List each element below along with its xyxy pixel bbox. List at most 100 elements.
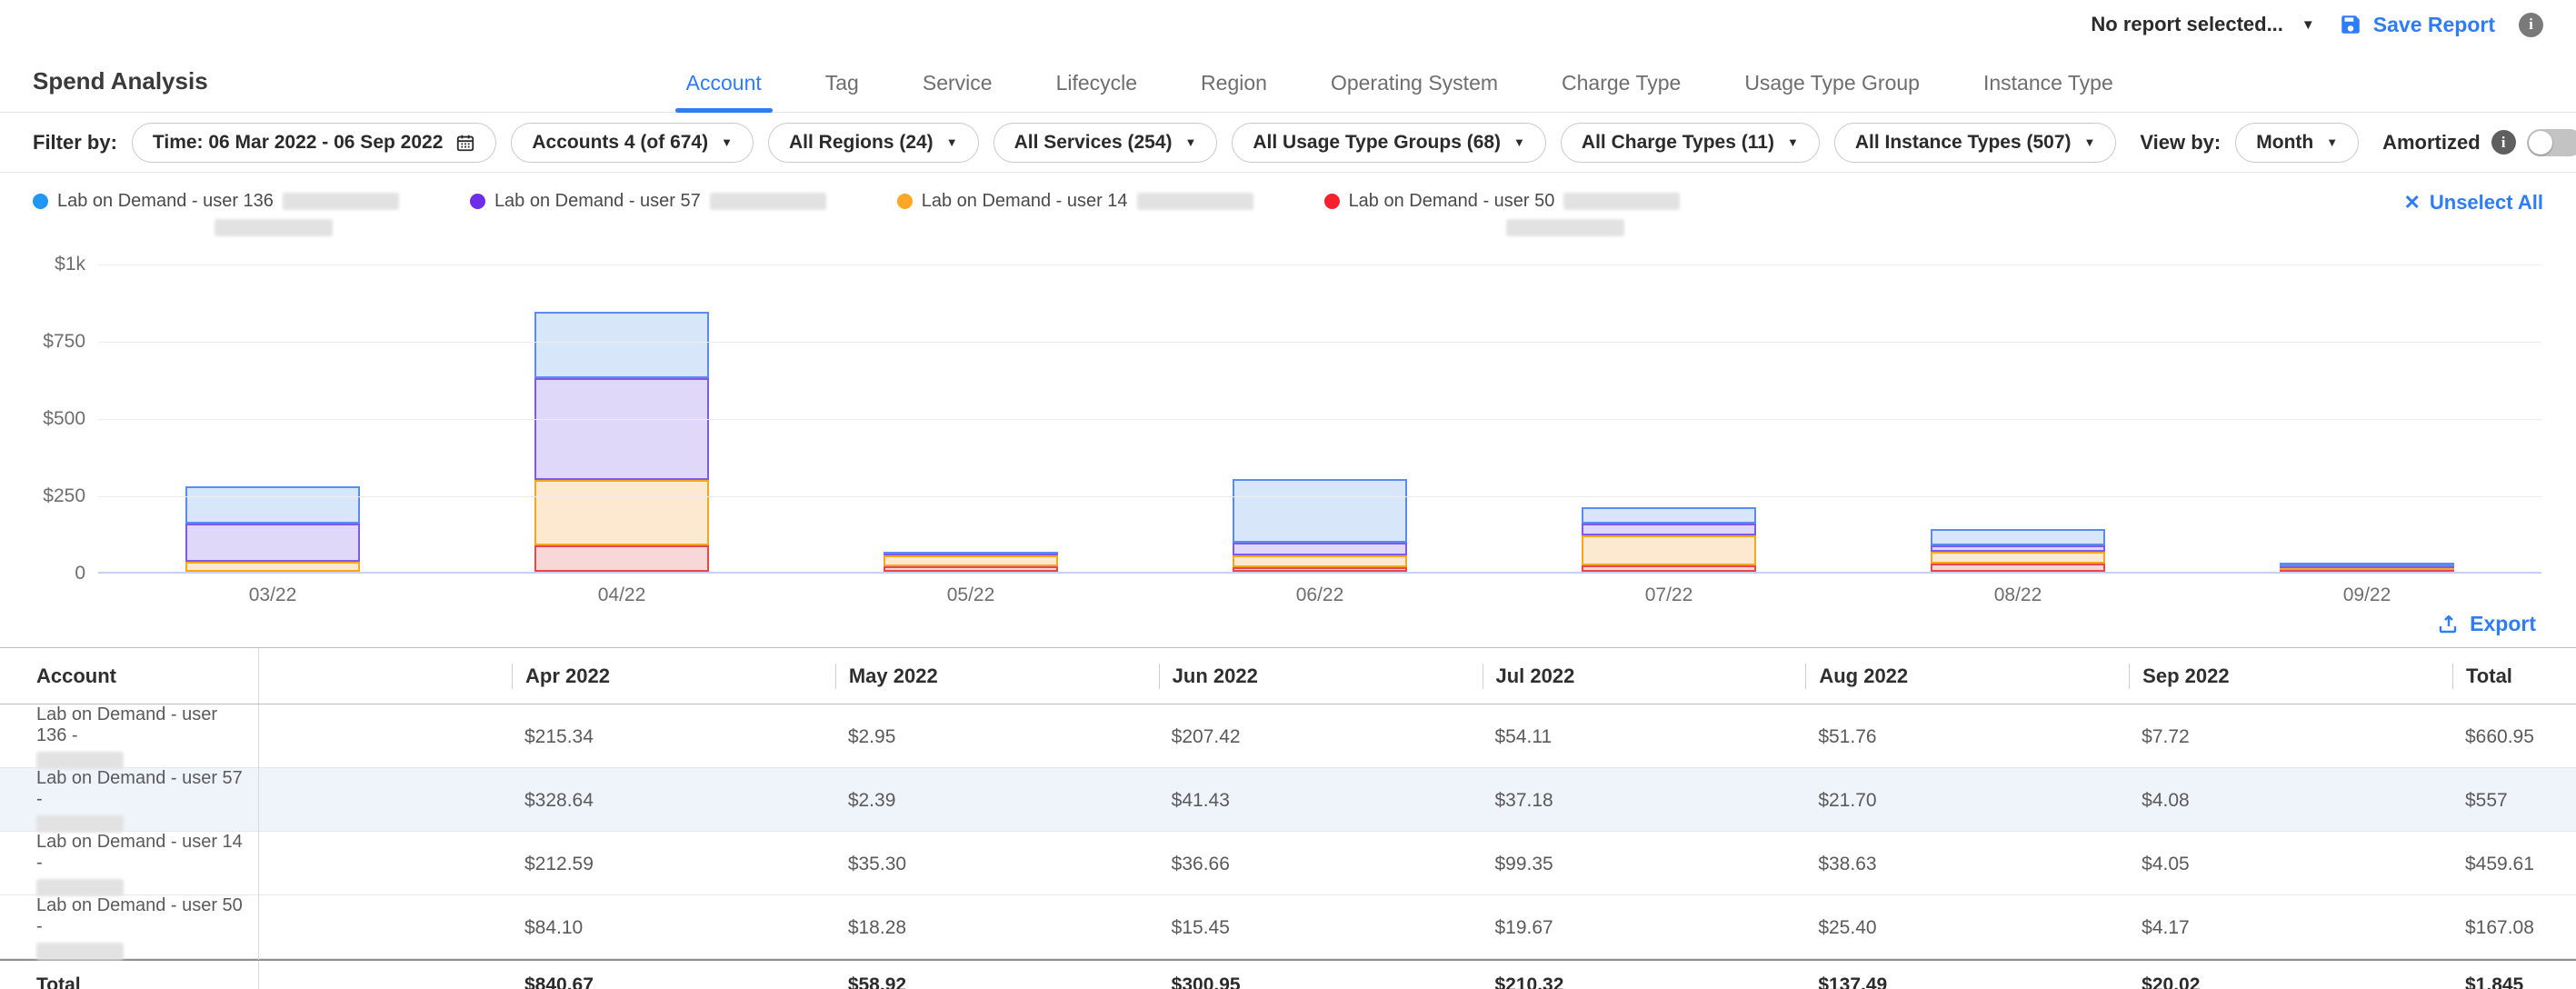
bar-segment-lab-on-demand-user-50[interactable] <box>1233 567 1407 572</box>
amortized-toggle[interactable] <box>2527 129 2576 156</box>
tab-operating-system[interactable]: Operating System <box>1325 71 1503 112</box>
filter-pill-accounts-4[interactable]: Accounts 4 (of 674)▼ <box>511 123 754 163</box>
redacted-text <box>283 193 399 210</box>
export-label: Export <box>2470 612 2536 636</box>
value-cell: $459.61 <box>2438 854 2576 875</box>
account-cell: Lab on Demand - user 57 - <box>0 768 259 833</box>
column-header-label: Apr 2022 <box>525 664 610 688</box>
account-name: Lab on Demand - user 136 - <box>36 704 244 746</box>
bar-segment-lab-on-demand-user-14[interactable] <box>1931 552 2105 564</box>
total-value-cell: $210.32 <box>1468 974 1792 989</box>
value-cell: $19.67 <box>1468 917 1792 939</box>
bar-segment-lab-on-demand-user-57[interactable] <box>1582 524 1756 535</box>
y-tick-label: $750 <box>43 331 85 353</box>
bar-segment-lab-on-demand-user-136[interactable] <box>534 312 709 378</box>
tab-tag[interactable]: Tag <box>820 71 864 112</box>
value-cell: $54.11 <box>1468 726 1792 748</box>
bar-segment-lab-on-demand-user-50[interactable] <box>534 545 709 572</box>
bar-segment-lab-on-demand-user-50[interactable] <box>884 566 1058 572</box>
bar-segment-lab-on-demand-user-50[interactable] <box>1582 565 1756 572</box>
tab-lifecycle[interactable]: Lifecycle <box>1051 71 1143 112</box>
redacted-text <box>36 815 124 833</box>
unselect-all-button[interactable]: ✕ Unselect All <box>2403 191 2543 215</box>
bar-segment-lab-on-demand-user-136[interactable] <box>1582 507 1756 524</box>
value-cell: $4.08 <box>2114 790 2438 812</box>
tab-charge-type[interactable]: Charge Type <box>1556 71 1686 112</box>
table-row[interactable]: Lab on Demand - user 14 -$212.59$35.30$3… <box>0 832 2576 895</box>
column-header-label: Aug 2022 <box>1819 664 1908 688</box>
column-divider <box>1805 664 1806 689</box>
filter-pill-time[interactable]: Time: 06 Mar 2022 - 06 Sep 2022 <box>132 123 496 163</box>
bar-segment-lab-on-demand-user-57[interactable] <box>1931 545 2105 552</box>
legend-item-lab-on-demand-user-50[interactable]: Lab on Demand - user 50 <box>1324 191 1681 241</box>
filter-pill-label: All Regions (24) <box>789 132 934 154</box>
column-header-sep-2022[interactable]: Sep 2022 <box>2114 648 2438 704</box>
bar-segment-lab-on-demand-user-14[interactable] <box>534 480 709 545</box>
view-by-select[interactable]: Month ▼ <box>2235 123 2359 163</box>
filter-pill-all-services[interactable]: All Services (254)▼ <box>993 123 1218 163</box>
table-row[interactable]: Lab on Demand - user 57 -$328.64$2.39$41… <box>0 768 2576 832</box>
column-header-may-2022[interactable]: May 2022 <box>821 648 1144 704</box>
stacked-bar-09-22[interactable] <box>2280 563 2454 572</box>
value-cell: $25.40 <box>1791 917 2114 939</box>
legend-item-line1: Lab on Demand - user 14 <box>897 191 1253 212</box>
filter-pill-all-usage-type-groups[interactable]: All Usage Type Groups (68)▼ <box>1232 123 1546 163</box>
column-header-total[interactable]: Total <box>2438 648 2576 704</box>
legend-item-lab-on-demand-user-136[interactable]: Lab on Demand - user 136 <box>33 191 399 241</box>
bar-segment-lab-on-demand-user-57[interactable] <box>1233 543 1407 555</box>
info-icon[interactable]: i <box>2519 13 2543 37</box>
account-column-header[interactable]: Account <box>0 648 259 704</box>
column-header-apr-2022[interactable]: Apr 2022 <box>497 648 821 704</box>
column-header-jun-2022[interactable]: Jun 2022 <box>1144 648 1468 704</box>
save-report-button[interactable]: Save Report <box>2339 13 2495 37</box>
bar-segment-lab-on-demand-user-136[interactable] <box>185 486 360 524</box>
report-selector[interactable]: No report selected... ▼ <box>2091 13 2314 36</box>
bar-segment-lab-on-demand-user-136[interactable] <box>1931 529 2105 545</box>
stacked-bar-05-22[interactable] <box>884 552 1058 572</box>
column-header-label: Total <box>2466 664 2512 688</box>
tab-account[interactable]: Account <box>681 71 767 112</box>
bar-segment-lab-on-demand-user-14[interactable] <box>1582 535 1756 566</box>
column-header-jul-2022[interactable]: Jul 2022 <box>1468 648 1792 704</box>
bar-segment-lab-on-demand-user-57[interactable] <box>534 378 709 480</box>
chevron-down-icon: ▼ <box>2326 135 2338 149</box>
account-name: Lab on Demand - user 14 - <box>36 832 244 874</box>
account-cell: Lab on Demand - user 50 - <box>0 895 259 960</box>
bar-segment-lab-on-demand-user-136[interactable] <box>1233 479 1407 544</box>
tab-instance-type[interactable]: Instance Type <box>1978 71 2119 112</box>
bar-segment-lab-on-demand-user-50[interactable] <box>2280 570 2454 572</box>
redacted-text <box>1563 193 1680 210</box>
tab-service[interactable]: Service <box>917 71 998 112</box>
x-tick-label: 03/22 <box>98 584 447 606</box>
bar-segment-lab-on-demand-user-50[interactable] <box>1931 564 2105 572</box>
stacked-bar-08-22[interactable] <box>1931 529 2105 572</box>
bar-segment-lab-on-demand-user-57[interactable] <box>185 524 360 561</box>
stacked-bar-03-22[interactable] <box>185 486 360 572</box>
stacked-bar-04-22[interactable] <box>534 312 709 572</box>
x-axis: 03/2204/2205/2206/2207/2208/2209/22 <box>98 584 2541 606</box>
bar-segment-lab-on-demand-user-14[interactable] <box>185 562 360 572</box>
table-row[interactable]: Lab on Demand - user 136 -$215.34$2.95$2… <box>0 704 2576 768</box>
amortized-info-icon[interactable]: i <box>2491 130 2516 155</box>
value-cell: $557 <box>2438 790 2576 812</box>
gridline <box>98 419 2541 420</box>
value-cell: $7.72 <box>2114 726 2438 748</box>
bar-segment-lab-on-demand-user-14[interactable] <box>1233 555 1407 566</box>
redacted-text <box>36 943 124 960</box>
stacked-bar-06-22[interactable] <box>1233 479 1407 572</box>
bar-segment-lab-on-demand-user-14[interactable] <box>884 555 1058 566</box>
tab-region[interactable]: Region <box>1195 71 1273 112</box>
filter-pill-all-charge-types[interactable]: All Charge Types (11)▼ <box>1561 123 1820 163</box>
filter-pill-all-instance-types[interactable]: All Instance Types (507)▼ <box>1834 123 2117 163</box>
export-button[interactable]: Export <box>2437 612 2536 636</box>
legend-item-lab-on-demand-user-57[interactable]: Lab on Demand - user 57 <box>470 191 826 241</box>
plot-area <box>98 265 2541 574</box>
value-cell: $2.95 <box>821 726 1144 748</box>
filter-pill-all-regions[interactable]: All Regions (24)▼ <box>768 123 979 163</box>
tab-usage-type-group[interactable]: Usage Type Group <box>1739 71 1925 112</box>
stacked-bar-07-22[interactable] <box>1582 507 1756 572</box>
redacted-text <box>1506 219 1624 236</box>
table-row[interactable]: Lab on Demand - user 50 -$84.10$18.28$15… <box>0 895 2576 959</box>
legend-item-lab-on-demand-user-14[interactable]: Lab on Demand - user 14 <box>897 191 1253 241</box>
column-header-aug-2022[interactable]: Aug 2022 <box>1791 648 2114 704</box>
